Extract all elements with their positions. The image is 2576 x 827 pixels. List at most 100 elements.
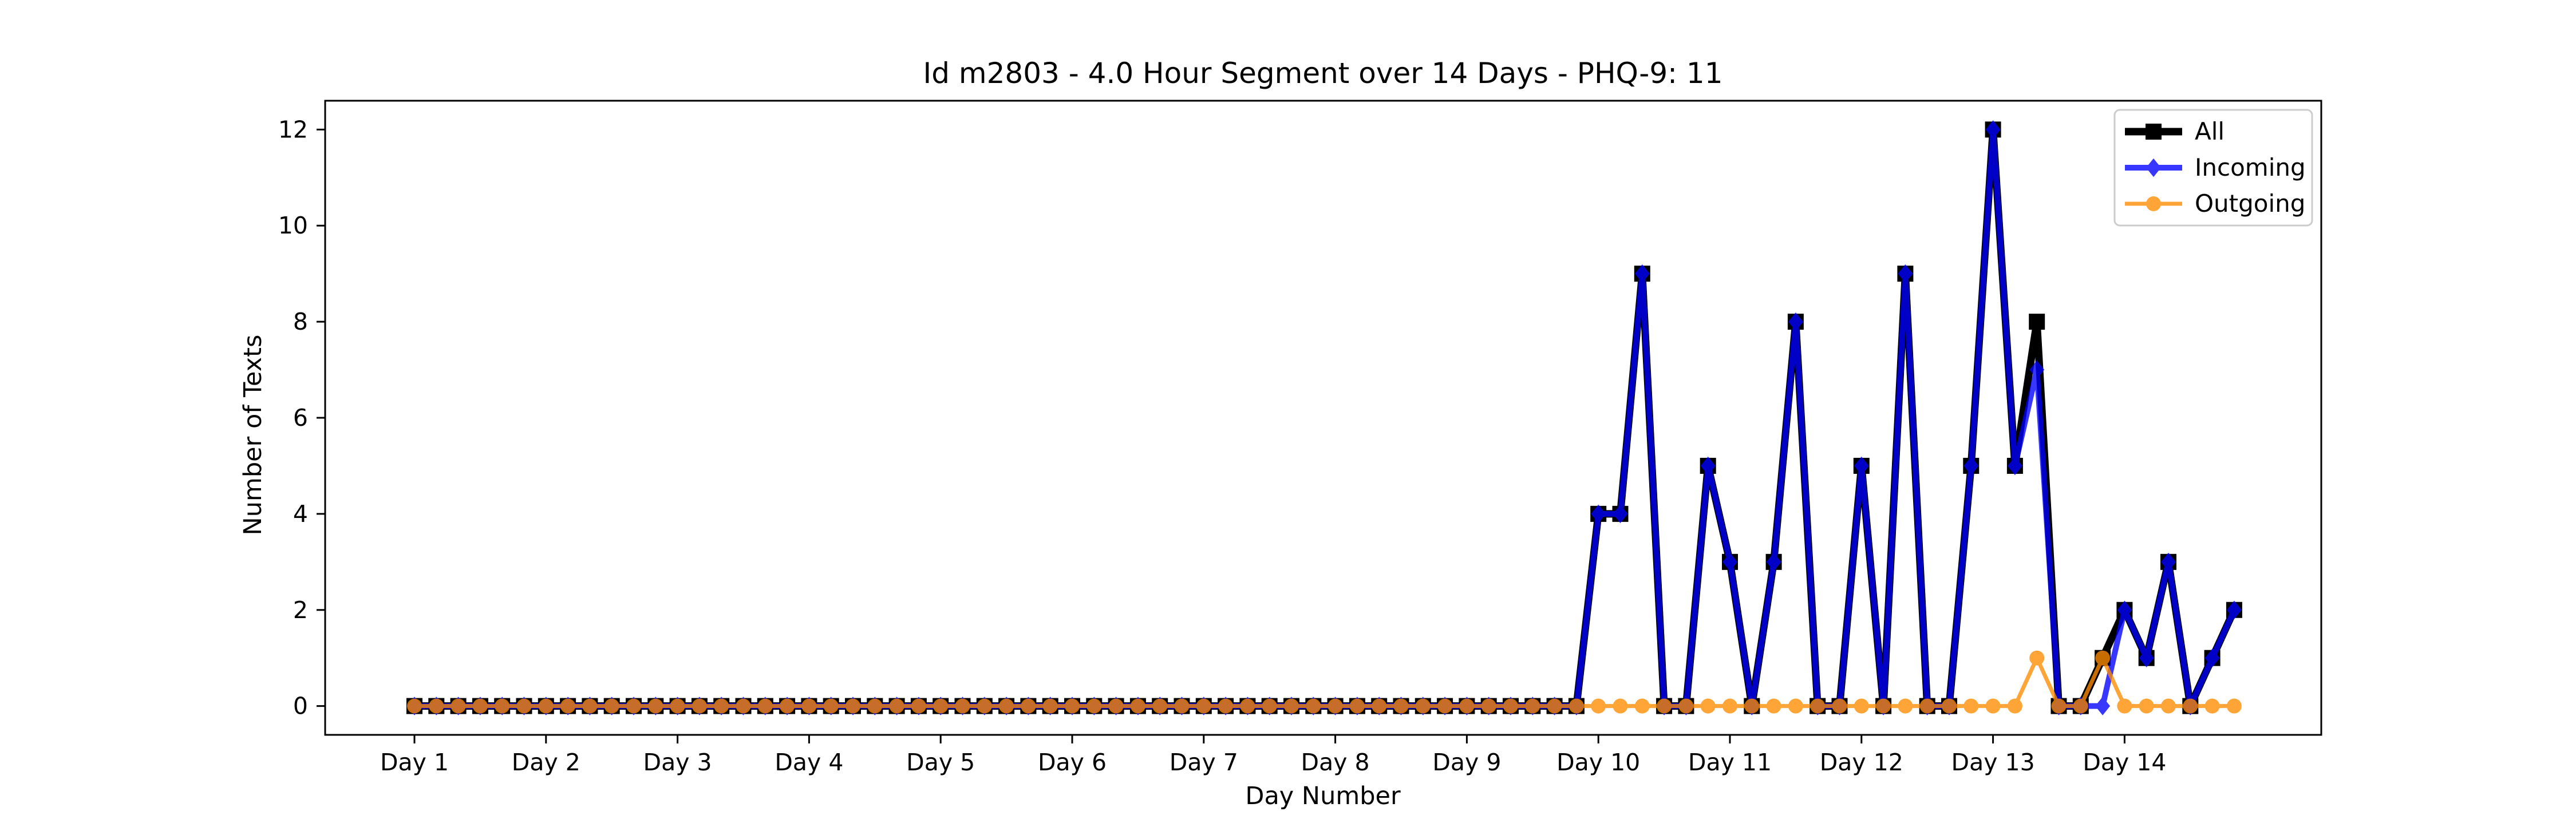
data-point-incoming [2095, 697, 2111, 715]
data-point-outgoing [1481, 698, 1496, 714]
data-point-outgoing [1349, 698, 1365, 714]
axis-ticks: Day 1 Day 2 Day 3 Day 4 Day 5 Day 6 Day 7 Day 8… [278, 116, 2167, 776]
x-tick-label: Day 10 [1556, 749, 1640, 776]
data-point-incoming [2226, 600, 2242, 620]
y-axis-label: Number of Texts [239, 335, 267, 536]
x-tick-label: Day 1 [380, 749, 449, 776]
data-point-outgoing [736, 698, 751, 714]
data-point-outgoing [604, 698, 619, 714]
data-point-outgoing [1240, 698, 1255, 714]
data-point-outgoing [1634, 698, 1650, 714]
data-point-outgoing [1021, 698, 1036, 714]
data-point-outgoing [1372, 698, 1387, 714]
data-point-outgoing [582, 698, 598, 714]
series-outgoing [407, 650, 2242, 714]
data-point-outgoing [1591, 698, 1606, 714]
data-point-outgoing [1437, 698, 1453, 714]
data-point-all [2029, 314, 2045, 330]
data-point-outgoing [538, 698, 554, 714]
chart-title: Id m2803 - 4.0 Hour Segment over 14 Days… [923, 57, 1722, 90]
data-point-outgoing [1393, 698, 1409, 714]
data-point-outgoing [648, 698, 663, 714]
data-point-outgoing [670, 698, 685, 714]
data-point-outgoing [911, 698, 926, 714]
legend-label: All [2195, 117, 2225, 145]
data-point-outgoing [1525, 698, 1540, 714]
x-tick-label: Day 3 [643, 749, 712, 776]
y-tick-label: 10 [278, 212, 308, 239]
y-tick-label: 2 [293, 596, 308, 624]
legend-entry-outgoing [2125, 196, 2182, 211]
data-point-incoming [1700, 456, 1716, 476]
series-layer [406, 120, 2242, 715]
y-tick-label: 8 [293, 308, 308, 335]
data-point-outgoing [1744, 698, 1760, 714]
data-point-outgoing [1547, 698, 1562, 714]
data-point-outgoing [2029, 650, 2045, 666]
data-point-incoming [1613, 504, 1628, 524]
data-point-outgoing [2073, 698, 2088, 714]
data-point-incoming [1985, 120, 2001, 139]
x-tick-label: Day 4 [775, 749, 843, 776]
data-point-outgoing [1262, 698, 1277, 714]
data-point-incoming [1591, 504, 1606, 524]
data-point-outgoing [1678, 698, 1694, 714]
data-point-outgoing [1086, 698, 1102, 714]
legend-swatch-marker [2146, 124, 2162, 140]
y-tick-label: 12 [278, 116, 308, 143]
data-point-incoming [1898, 264, 1913, 283]
data-point-outgoing [429, 698, 444, 714]
legend-swatch-marker [2146, 196, 2161, 211]
data-point-incoming [1854, 456, 1869, 476]
data-point-outgoing [955, 698, 970, 714]
data-point-incoming [1788, 312, 1803, 331]
data-point-outgoing [867, 698, 883, 714]
data-point-outgoing [1327, 698, 1343, 714]
data-point-outgoing [407, 698, 422, 714]
y-tick-label: 4 [293, 500, 308, 528]
legend-label: Outgoing [2195, 189, 2305, 217]
data-point-incoming [1963, 456, 1979, 476]
data-point-outgoing [1942, 698, 1957, 714]
data-point-outgoing [1459, 698, 1475, 714]
x-tick-label: Day 2 [512, 749, 580, 776]
data-point-outgoing [1196, 698, 1211, 714]
data-point-outgoing [1898, 698, 1913, 714]
data-point-outgoing [495, 698, 510, 714]
data-point-outgoing [1152, 698, 1168, 714]
data-point-outgoing [1568, 698, 1584, 714]
data-point-outgoing [889, 698, 904, 714]
data-point-outgoing [1700, 698, 1716, 714]
x-tick-label: Day 14 [2083, 749, 2166, 776]
legend-swatch-marker [2146, 158, 2161, 177]
data-point-outgoing [977, 698, 992, 714]
data-point-outgoing [757, 698, 773, 714]
data-point-outgoing [1657, 698, 1672, 714]
y-tick-label: 0 [293, 693, 308, 720]
data-point-outgoing [1876, 698, 1891, 714]
data-point-outgoing [846, 698, 860, 714]
legend-label: Incoming [2195, 153, 2306, 181]
data-point-outgoing [1174, 698, 1190, 714]
data-point-outgoing [1415, 698, 1431, 714]
x-tick-label: Day 9 [1432, 749, 1501, 776]
data-point-outgoing [1963, 698, 1979, 714]
data-point-outgoing [2183, 698, 2198, 714]
data-point-outgoing [1613, 698, 1628, 714]
x-axis-label: Day Number [1245, 782, 1401, 810]
data-point-outgoing [1810, 698, 1826, 714]
data-point-incoming [2029, 360, 2045, 379]
data-point-outgoing [1503, 698, 1518, 714]
data-point-outgoing [2161, 698, 2176, 714]
x-tick-label: Day 7 [1170, 749, 1238, 776]
data-point-outgoing [1985, 698, 2001, 714]
data-point-outgoing [2007, 698, 2022, 714]
plot-frame [324, 100, 2322, 736]
data-point-outgoing [714, 698, 729, 714]
x-tick-label: Day 8 [1301, 749, 1370, 776]
data-point-incoming [2117, 600, 2132, 620]
data-point-outgoing [1766, 698, 1781, 714]
x-tick-label: Day 6 [1038, 749, 1107, 776]
